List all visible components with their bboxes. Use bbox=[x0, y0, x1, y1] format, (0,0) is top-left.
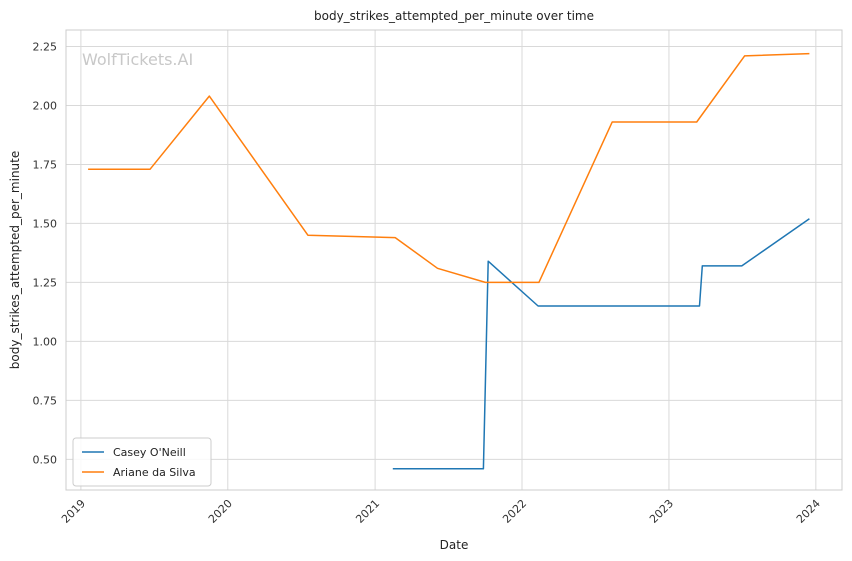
series-line-ariane-da-silva bbox=[88, 52, 810, 284]
y-tick-label: 0.75 bbox=[33, 394, 58, 407]
legend: Casey O'Neill Ariane da Silva bbox=[72, 437, 212, 487]
y-tick-label: 0.50 bbox=[33, 453, 58, 466]
y-tick-label: 1.00 bbox=[33, 335, 58, 348]
legend-label-casey-oneill: Casey O'Neill bbox=[113, 446, 186, 459]
legend-label-ariane-da-silva: Ariane da Silva bbox=[113, 466, 196, 479]
y-axis-label: body_strikes_attempted_per_minute bbox=[8, 151, 22, 369]
watermark: WolfTickets.AI bbox=[82, 50, 193, 69]
y-tick-label: 2.25 bbox=[33, 41, 58, 54]
legend-box bbox=[72, 437, 212, 487]
plot-frame bbox=[65, 29, 843, 491]
y-tick-label: 1.50 bbox=[33, 217, 58, 230]
chart-title: body_strikes_attempted_per_minute over t… bbox=[314, 9, 594, 23]
y-tick-label: 2.00 bbox=[33, 99, 58, 112]
series-line-casey-o-neill bbox=[392, 218, 810, 470]
grid-lines bbox=[66, 30, 842, 490]
y-tick-label: 1.25 bbox=[33, 276, 58, 289]
series-lines bbox=[88, 52, 810, 470]
y-tick-label: 1.75 bbox=[33, 158, 58, 171]
x-axis-label: Date bbox=[440, 538, 469, 552]
y-axis-ticks: 0.50 0.75 1.00 1.25 1.50 1.75 2.00 2.25 bbox=[33, 41, 58, 467]
